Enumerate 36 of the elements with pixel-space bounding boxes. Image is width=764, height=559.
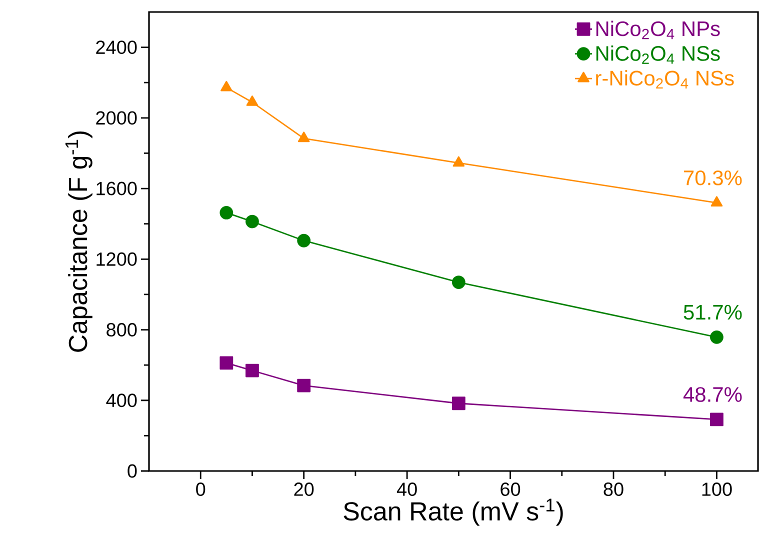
annotation: 48.7% — [683, 387, 742, 402]
legend-label: r-NiCo$_{2}$O$_{4}$ NSs — [596, 70, 734, 89]
y-axis-title: Capacitance (F g$^{-1}$) — [65, 131, 92, 352]
point — [710, 196, 723, 207]
point — [246, 364, 259, 378]
point — [452, 156, 465, 167]
y-tick-label: 2000 — [96, 111, 137, 125]
point — [220, 356, 234, 370]
x-tick-label: 80 — [604, 482, 624, 496]
point — [246, 96, 258, 106]
y-tick-label: 2400 — [96, 40, 137, 54]
x-axis-title: Scan Rate (mV s$^{-1}$) — [344, 498, 563, 526]
point — [220, 80, 232, 92]
x-tick-label: 100 — [702, 482, 732, 496]
y-tick-label: 1200 — [96, 252, 137, 266]
point — [298, 132, 310, 142]
point — [297, 234, 311, 248]
x-tick-label: 40 — [396, 482, 417, 496]
x-tick-label: 60 — [500, 482, 520, 496]
x-tick-label: 0 — [196, 482, 206, 496]
legend-label: NiCo$_{2}$O$_{4}$ NPs — [596, 20, 720, 40]
point — [246, 214, 259, 228]
point — [710, 412, 724, 426]
y-tick-label: 1600 — [96, 182, 137, 196]
point — [452, 276, 466, 289]
legend-label: NiCo$_{2}$O$_{4}$ NSs — [596, 45, 720, 64]
point — [452, 396, 466, 410]
y-tick-label: 800 — [106, 323, 137, 336]
x-tick-label: 20 — [294, 482, 314, 496]
y-tick-label: 400 — [106, 394, 137, 408]
point — [710, 330, 724, 344]
annotation: 51.7% — [684, 304, 742, 320]
point — [220, 206, 234, 220]
y-tick-label: 0 — [128, 464, 137, 478]
point — [297, 378, 311, 392]
annotation: 70.3% — [684, 170, 742, 186]
